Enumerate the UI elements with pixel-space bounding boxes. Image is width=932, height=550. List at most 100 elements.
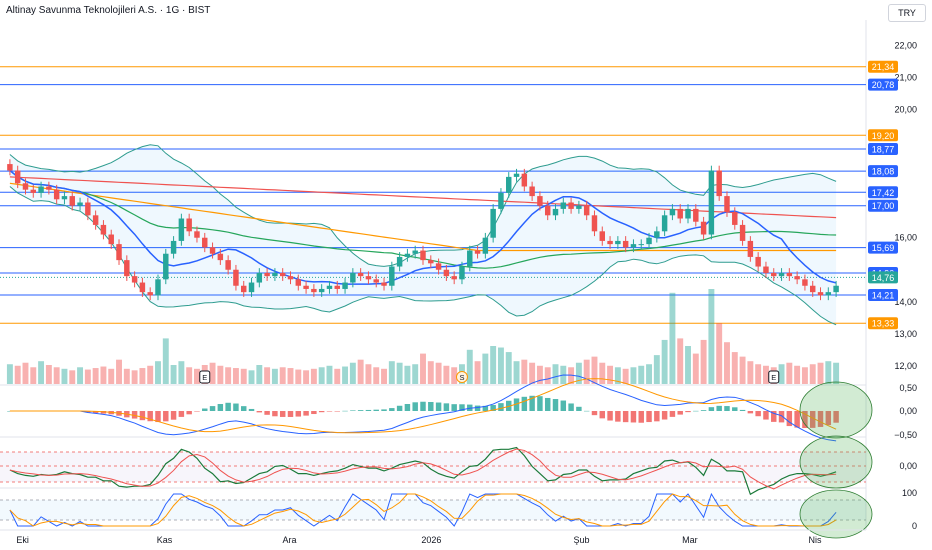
macd-histogram-bar <box>357 410 364 411</box>
volume-bar <box>724 342 730 384</box>
volume-bar <box>310 368 317 384</box>
last-price-label: 14,76 <box>872 273 895 283</box>
volume-bar <box>248 370 255 384</box>
macd-histogram-bar <box>576 406 582 411</box>
price-tick-label: 22,00 <box>894 41 917 51</box>
macd-histogram-bar <box>381 409 387 411</box>
candle-body <box>186 218 192 232</box>
volume-bar <box>482 353 489 384</box>
candle-body <box>459 266 465 280</box>
volume-bar <box>100 366 107 384</box>
macd-histogram-bar <box>326 411 333 412</box>
volume-bar <box>178 361 185 384</box>
candle-body <box>318 288 325 293</box>
candle-body <box>552 208 559 216</box>
macd-histogram-bar <box>233 403 239 411</box>
volume-bar <box>544 367 551 384</box>
candle-body <box>69 196 75 206</box>
macd-histogram-bar <box>716 405 722 411</box>
volume-bar <box>108 368 115 384</box>
volume-bar <box>638 365 645 384</box>
bollinger-fill <box>9 144 837 325</box>
volume-bar <box>84 369 91 384</box>
volume-bar <box>155 361 161 384</box>
candle-body <box>326 285 333 289</box>
macd-histogram-bar <box>544 397 551 411</box>
candle-body <box>61 196 68 200</box>
candle-body <box>116 244 122 261</box>
event-marker-label: E <box>202 373 207 382</box>
volume-bar <box>256 365 263 384</box>
volume-bar <box>583 359 590 384</box>
volume-bar <box>513 361 520 384</box>
candle-body <box>420 250 426 261</box>
candle-body <box>350 272 356 283</box>
candle-body <box>412 250 418 254</box>
volume-bar <box>357 359 364 384</box>
volume-bar <box>162 338 169 384</box>
macd-histogram-bar <box>225 402 231 411</box>
macd-histogram-bar <box>279 411 286 417</box>
volume-bar <box>614 367 621 384</box>
candle-body <box>825 292 832 296</box>
candle-body <box>833 285 839 293</box>
candle-body <box>241 285 247 293</box>
volume-bar <box>474 361 481 384</box>
candle-body <box>233 269 239 286</box>
candle-body <box>661 215 668 232</box>
volume-bar <box>6 364 13 384</box>
volume-bar <box>521 359 528 384</box>
volume-bar <box>809 364 816 384</box>
candle-body <box>22 183 29 190</box>
macd-histogram-bar <box>482 405 489 411</box>
macd-histogram-bar <box>591 411 598 416</box>
highlight-ellipse <box>799 381 873 439</box>
volume-bar <box>22 362 29 384</box>
volume-bar <box>326 365 333 384</box>
candle-body <box>38 186 44 193</box>
candle-body <box>576 205 582 209</box>
macd-histogram-bar <box>131 411 138 419</box>
volume-bar <box>14 365 21 384</box>
candle-body <box>209 247 216 254</box>
macd-histogram-bar <box>287 411 294 417</box>
candle-body <box>217 253 224 261</box>
candle-body <box>311 288 317 293</box>
time-tick-label: 2026 <box>421 535 441 545</box>
earnings-marker <box>768 370 780 384</box>
candle-body <box>396 256 403 267</box>
time-tick-label: Şub <box>573 535 589 545</box>
macd-histogram-bar <box>521 396 528 411</box>
macd-histogram-bar <box>490 405 496 411</box>
volume-bar <box>271 368 278 384</box>
candle-body <box>357 272 364 277</box>
macd-histogram-bar <box>747 411 754 414</box>
candle-body <box>435 263 442 270</box>
volume-bar <box>529 362 536 384</box>
macd-histogram-bar <box>809 411 816 428</box>
candle-body <box>700 221 707 235</box>
candle-body <box>155 279 161 296</box>
candle-body <box>467 250 473 267</box>
candle-body <box>170 240 177 254</box>
event-marker-label: S <box>459 373 464 382</box>
candle-body <box>708 170 715 235</box>
candle-body <box>544 205 551 216</box>
candle-body <box>100 224 107 235</box>
macd-tick-label: −0,50 <box>894 430 917 440</box>
macd-histogram-bar <box>794 411 800 428</box>
price-level-tag <box>868 241 898 254</box>
currency-selector[interactable]: TRY <box>888 4 926 22</box>
volume-bar <box>466 349 473 384</box>
macd-histogram-bar <box>630 411 637 423</box>
macd-histogram-bar <box>396 405 403 411</box>
candle-body <box>256 272 263 283</box>
macd-histogram-bar <box>654 411 660 422</box>
split-marker <box>455 371 468 383</box>
macd-histogram-bar <box>272 411 278 417</box>
macd-histogram-bar <box>693 410 699 412</box>
candle-body <box>178 218 185 241</box>
macd-histogram-bar <box>248 408 255 411</box>
volume-bar <box>365 364 372 384</box>
